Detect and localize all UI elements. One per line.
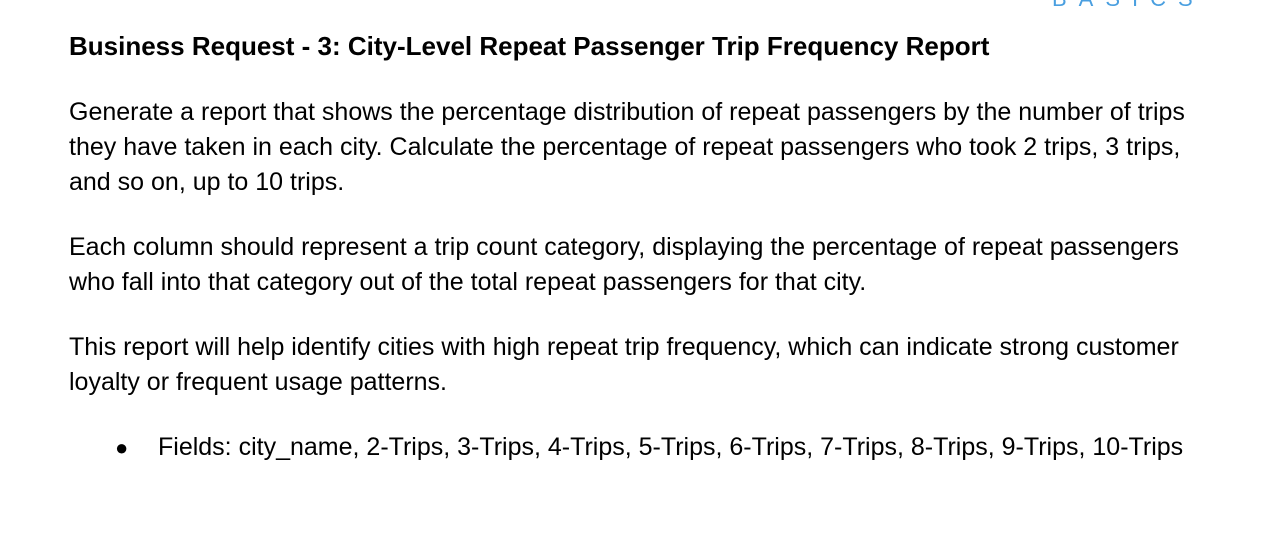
fields-text: Fields: city_name, 2-Trips, 3-Trips, 4-T…: [158, 433, 1184, 461]
document-body: Business Request - 3: City-Level Repeat …: [69, 28, 1219, 465]
purpose-paragraph: This report will help identify cities wi…: [69, 333, 1179, 396]
corner-logo-text: BASICS: [1052, 0, 1205, 12]
fields-list-item: ● Fields: city_name, 2-Trips, 3-Trips, 4…: [69, 430, 1219, 465]
bullet-icon: ●: [115, 435, 129, 460]
request-heading: Business Request - 3: City-Level Repeat …: [69, 28, 1219, 64]
fields-list: ● Fields: city_name, 2-Trips, 3-Trips, 4…: [69, 430, 1219, 465]
description-paragraph: Generate a report that shows the percent…: [69, 98, 1185, 196]
request-number: Business Request - 3:: [69, 31, 341, 61]
column-definition-paragraph: Each column should represent a trip coun…: [69, 233, 1179, 296]
request-title: City-Level Repeat Passenger Trip Frequen…: [340, 31, 990, 61]
